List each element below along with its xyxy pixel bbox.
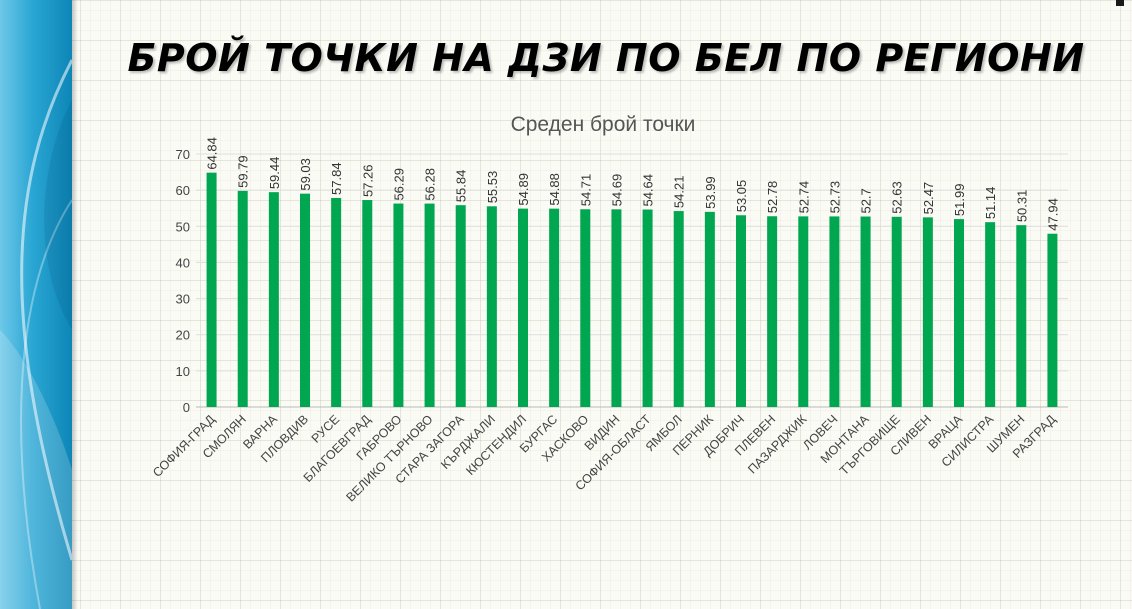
y-tick-label: 40 (176, 255, 190, 270)
bar (642, 209, 653, 407)
data-label: 53.05 (734, 180, 749, 213)
bar (954, 219, 964, 407)
window-corner-mark (1116, 0, 1124, 6)
y-tick-label: 60 (176, 183, 190, 198)
y-tick-label: 0 (183, 400, 190, 415)
data-label: 59.79 (236, 155, 251, 188)
data-label: 52.73 (827, 181, 842, 214)
chart-title: Среден брой точки (511, 113, 696, 136)
data-label: 51.99 (952, 184, 967, 217)
y-tick-label: 20 (176, 328, 190, 343)
bar (1016, 225, 1027, 407)
bar (362, 200, 373, 407)
data-label: 56.29 (391, 168, 406, 201)
bar (985, 222, 996, 407)
data-label: 57.84 (329, 162, 344, 195)
bar (798, 216, 809, 407)
bar (673, 211, 684, 407)
data-label: 47.94 (1045, 198, 1060, 231)
bar (518, 208, 528, 407)
bar (206, 172, 217, 407)
data-label: 54.71 (578, 174, 593, 207)
data-label: 54.88 (547, 173, 562, 206)
data-label: 54.89 (516, 173, 531, 206)
bar (580, 209, 591, 407)
bar (767, 216, 778, 407)
data-label: 51.14 (983, 187, 998, 220)
data-label: 53.99 (703, 176, 718, 209)
data-label: 52.78 (765, 181, 780, 214)
data-label: 54.64 (641, 174, 656, 207)
bar (704, 211, 715, 407)
y-tick-label: 70 (176, 147, 190, 162)
bar (486, 206, 497, 407)
bar (331, 197, 342, 407)
bar (300, 193, 310, 407)
data-label: 54.21 (672, 176, 687, 209)
side-band-shadow (72, 0, 78, 609)
bar (922, 217, 933, 407)
data-label: 52.63 (890, 181, 905, 214)
bar (268, 192, 279, 407)
data-label: 59.03 (298, 158, 313, 191)
y-axis: 0 10 20 30 40 50 60 70 (176, 147, 190, 415)
data-label: 50.31 (1014, 190, 1029, 223)
bar (237, 190, 248, 407)
bar (860, 216, 871, 407)
bar (1047, 233, 1058, 407)
bar (424, 203, 435, 407)
data-label: 64.84 (205, 137, 220, 170)
data-label: 55.84 (454, 170, 469, 203)
data-label: 56.28 (423, 168, 438, 201)
bar (549, 208, 560, 407)
decorative-side-band (0, 0, 72, 609)
data-label: 52.74 (796, 181, 811, 214)
data-label: 59.44 (267, 157, 282, 190)
bar (455, 205, 466, 407)
bar (829, 216, 840, 407)
bar (393, 203, 404, 407)
bar (891, 216, 902, 407)
slide-title: БРОЙ ТОЧКИ НА ДЗИ ПО БЕЛ ПО РЕГИОНИ (127, 36, 1085, 80)
data-label: 54.69 (609, 174, 624, 207)
y-tick-label: 50 (176, 219, 190, 234)
data-label: 55.53 (485, 171, 500, 204)
bars (206, 172, 1058, 407)
data-label: 57.26 (360, 164, 375, 197)
y-tick-label: 10 (176, 364, 190, 379)
data-label: 52.7 (859, 188, 874, 213)
bar (736, 215, 746, 407)
y-tick-label: 30 (176, 292, 190, 307)
x-axis: СОФИЯ-ГРАДСМОЛЯНВАРНАПЛОВДИВРУСЕБЛАГОЕВГ… (150, 412, 1059, 505)
data-label: 52.47 (921, 182, 936, 215)
gridlines (196, 153, 1068, 408)
bar (611, 209, 622, 407)
wave-decoration (0, 59, 72, 609)
value-labels: 64.84 59.79 59.44 59.03 57.84 57.26 56.29 56.28… (205, 137, 1061, 231)
